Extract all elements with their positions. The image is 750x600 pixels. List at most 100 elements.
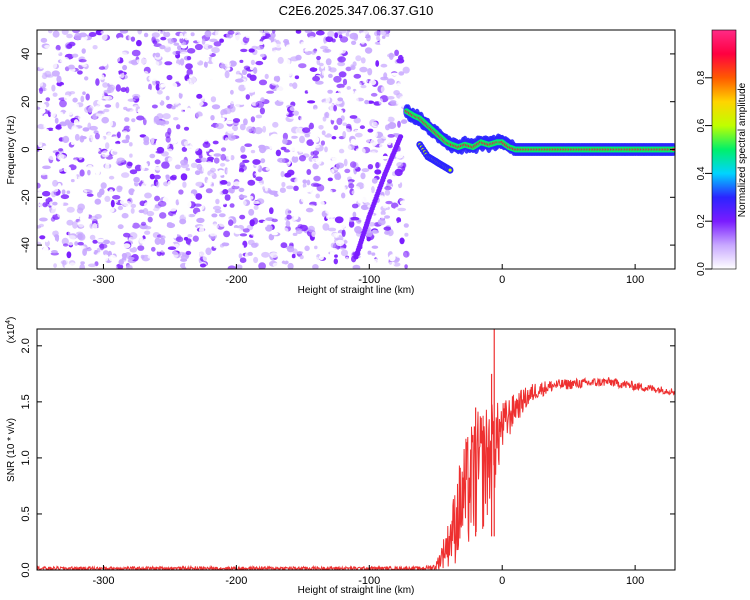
noise-blob [226,181,231,187]
noise-blob [397,221,404,227]
noise-blob [177,170,182,178]
noise-blob [125,205,130,211]
noise-blob [224,95,232,103]
noise-blob [56,75,62,83]
noise-blob [219,162,226,167]
noise-blob [167,246,177,250]
noise-blob [260,242,266,249]
noise-blob [103,239,110,245]
noise-blob [215,239,220,247]
noise-blob [248,208,255,216]
noise-blob [250,59,255,66]
x-tick-label: 100 [626,274,644,286]
noise-blob [56,153,65,161]
noise-blob [109,81,116,86]
noise-blob [297,47,304,55]
noise-blob [49,118,54,124]
noise-blob [339,176,347,182]
noise-blob [71,141,75,146]
noise-blob [109,120,113,127]
noise-blob [67,241,74,246]
noise-blob [89,125,98,131]
noise-blob [239,123,246,131]
noise-blob [310,151,315,156]
noise-blob [106,86,115,93]
noise-blob [255,182,261,188]
noise-blob [115,140,121,145]
noise-blob [190,162,198,168]
noise-blob [287,169,295,176]
noise-blob [60,75,69,83]
noise-blob [309,188,317,194]
noise-blob [81,63,88,68]
noise-blob [265,224,273,232]
noise-blob [64,146,71,154]
noise-blob [341,229,346,237]
noise-blob [249,219,255,227]
noise-blob [108,189,114,197]
noise-blob [160,184,166,191]
noise-blob [271,30,276,34]
noise-blob [367,164,374,170]
noise-blob [37,252,44,257]
noise-blob [103,108,110,113]
noise-blob [71,53,79,58]
noise-blob [314,40,323,47]
noise-blob [181,95,191,103]
noise-blob [39,170,48,176]
noise-blob [165,136,171,143]
noise-blob [159,30,164,34]
noise-blob [243,65,251,70]
noise-blob [288,200,296,208]
noise-blob [318,240,324,245]
noise-blob [351,203,359,209]
noise-blob [255,163,260,170]
noise-blob [258,79,268,86]
noise-blob [74,247,79,252]
noise-blob [89,189,93,194]
noise-blob [316,222,323,229]
y-tick-label: 0.5 [20,506,32,521]
noise-blob [186,173,195,177]
noise-blob [276,92,283,100]
noise-blob [105,161,111,166]
noise-blob [80,95,85,103]
noise-blob [337,56,346,63]
noise-blob [315,228,324,235]
noise-blob [192,261,200,266]
noise-blob [247,257,253,263]
noise-blob [169,251,179,259]
noise-blob [392,188,400,194]
noise-blob [146,210,155,217]
noise-blob [402,156,406,163]
noise-blob [398,71,405,76]
noise-blob [165,174,170,179]
noise-blob [185,116,194,123]
noise-blob [140,164,145,172]
noise-blob [157,200,167,207]
noise-blob [281,260,289,265]
noise-blob [50,216,56,222]
noise-blob [321,242,329,250]
noise-blob [66,190,71,194]
noise-blob [126,161,133,169]
noise-blob [186,107,192,112]
noise-blob [361,168,370,173]
noise-blob [144,192,152,199]
noise-blob [104,195,111,202]
noise-blob [104,95,113,101]
noise-blob [297,142,303,148]
noise-blob [272,262,279,267]
noise-blob [380,63,388,68]
noise-blob [51,70,60,77]
noise-blob [123,130,128,134]
noise-blob [245,206,249,212]
noise-blob [199,263,207,268]
noise-blob [384,230,391,235]
noise-blob [133,137,142,142]
noise-blob [88,55,98,62]
noise-blob [342,78,348,86]
noise-blob [180,81,185,86]
noise-blob [51,84,56,92]
